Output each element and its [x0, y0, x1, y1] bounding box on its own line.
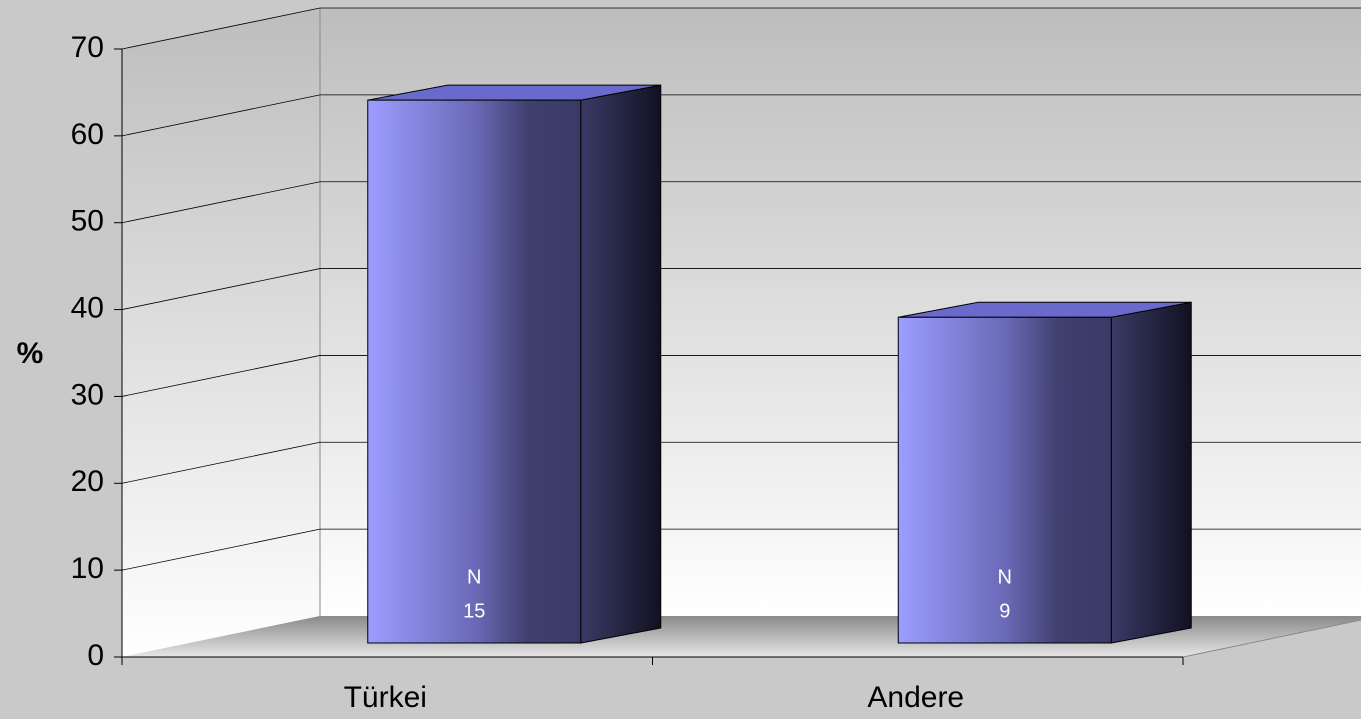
grid-line — [121, 181, 1361, 224]
grid-line — [121, 7, 1361, 50]
bar — [367, 99, 582, 644]
y-tick-label: 10 — [71, 552, 104, 585]
x-tick-label: Andere — [867, 681, 964, 714]
bars: N 15 N 9 — [367, 84, 1192, 644]
bar-side — [580, 84, 662, 644]
y-tick-label: 40 — [71, 291, 104, 324]
bar-count-label: 9 — [999, 600, 1010, 622]
grid-line — [121, 94, 1361, 137]
x-tick-label: Türkei — [344, 681, 427, 714]
y-tick-label: 30 — [71, 378, 104, 411]
bar-n-label: N — [998, 566, 1012, 588]
grid-line — [121, 268, 1361, 310]
y-axis-label: % — [17, 337, 44, 370]
y-tick-label: 60 — [71, 118, 104, 151]
side-wall — [122, 8, 320, 657]
bar — [897, 316, 1112, 644]
floor-edge — [1182, 619, 1361, 658]
y-tick-label: 20 — [71, 465, 104, 498]
bar-side — [1110, 301, 1192, 644]
y-tick-label: 70 — [71, 31, 104, 64]
y-tick-label: 0 — [87, 639, 104, 672]
y-tick-label: 50 — [71, 205, 104, 238]
bar-count-label: 15 — [463, 600, 485, 622]
bar-n-label: N — [467, 566, 481, 588]
